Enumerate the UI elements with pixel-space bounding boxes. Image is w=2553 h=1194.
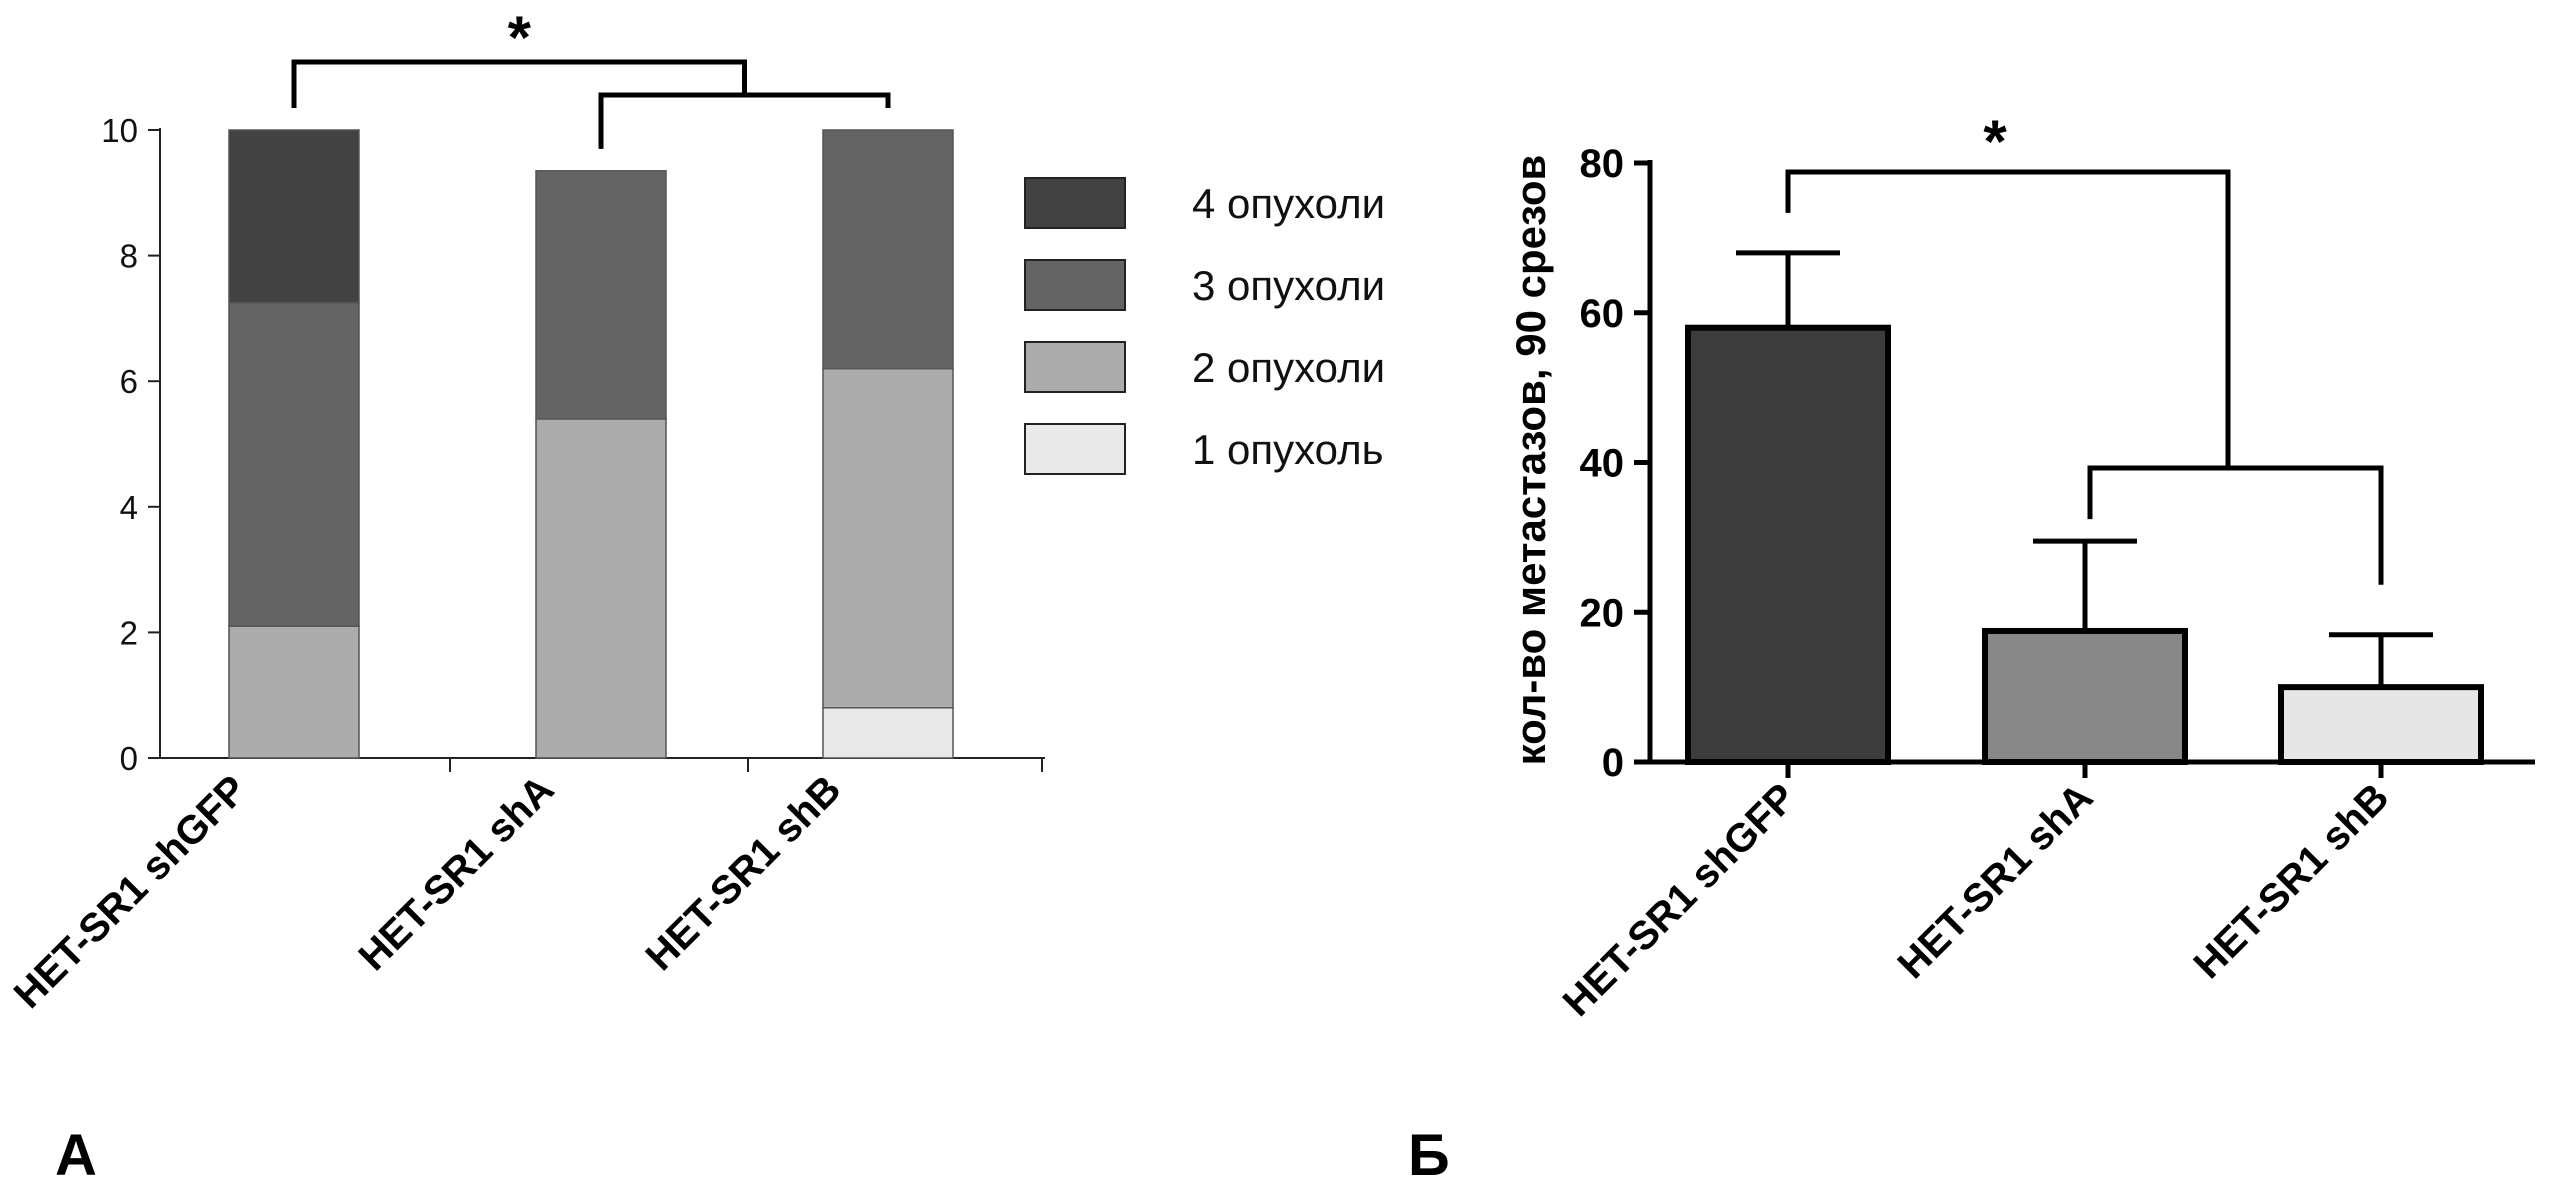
legend-label: 1 опухоль xyxy=(1192,426,1383,473)
x-tick-label: HET-SR1 shB xyxy=(2186,775,2398,987)
y-tick-label: 4 xyxy=(120,489,138,526)
legend-label: 4 опухоли xyxy=(1192,180,1385,227)
stacked-bar-chart: 0 2 4 6 8 10 HET-SR1 shGFP HET-SR1 shA HET-SR1 s… xyxy=(6,4,1385,1188)
significance-star: * xyxy=(1983,108,2007,175)
legend-swatch xyxy=(1024,259,1126,311)
y-tick-label: 0 xyxy=(1602,741,1624,785)
bar-segment xyxy=(228,625,360,759)
legend-swatch xyxy=(1024,177,1126,229)
x-tick-label: HET-SR1 shA xyxy=(1890,775,2102,987)
y-tick-label: 8 xyxy=(120,238,138,275)
x-tick-label: HET-SR1 shA xyxy=(351,767,563,979)
legend-label: 3 опухоли xyxy=(1192,262,1385,309)
y-tick-label: 10 xyxy=(101,112,138,149)
bar xyxy=(1685,324,1891,765)
bar-segment xyxy=(822,367,954,709)
bar-segment xyxy=(822,129,954,370)
legend-swatch xyxy=(1024,341,1126,393)
y-tick-label: 6 xyxy=(120,363,138,400)
legend-swatch xyxy=(1024,423,1126,475)
y-tick-label: 2 xyxy=(120,614,138,651)
panel-label: Б xyxy=(1408,1123,1450,1188)
significance-bracket xyxy=(2087,465,2384,585)
significance-bracket xyxy=(1785,169,2231,468)
significance-star: * xyxy=(508,4,532,71)
y-tick-label: 40 xyxy=(1580,442,1625,486)
y-tick-label: 20 xyxy=(1580,591,1625,635)
bar-segment xyxy=(228,129,360,304)
significance-bracket xyxy=(291,59,747,108)
y-axis-label: кол-во метастазов, 90 срезов xyxy=(1507,155,1554,766)
legend-label: 2 опухоли xyxy=(1192,344,1385,391)
y-tick-label: 60 xyxy=(1580,292,1625,336)
y-tick-label: 0 xyxy=(120,740,138,777)
bar-segment xyxy=(228,301,360,627)
bar-segment xyxy=(535,418,667,759)
x-tick-label: HET-SR1 shB xyxy=(638,767,850,979)
bar xyxy=(2278,684,2484,765)
bar-segment xyxy=(535,170,667,420)
bar-segment xyxy=(822,707,954,759)
bar-chart: 0 20 40 60 80 HET-SR1 shGFP HET-SR1 shA HET-SR1… xyxy=(1408,108,2535,1188)
x-tick-label: HET-SR1 shGFP xyxy=(1555,775,1805,1025)
bar xyxy=(1982,627,2188,765)
y-tick-label: 80 xyxy=(1580,142,1625,186)
panel-label: А xyxy=(55,1123,97,1188)
x-tick-label: HET-SR1 shGFP xyxy=(6,767,256,1017)
